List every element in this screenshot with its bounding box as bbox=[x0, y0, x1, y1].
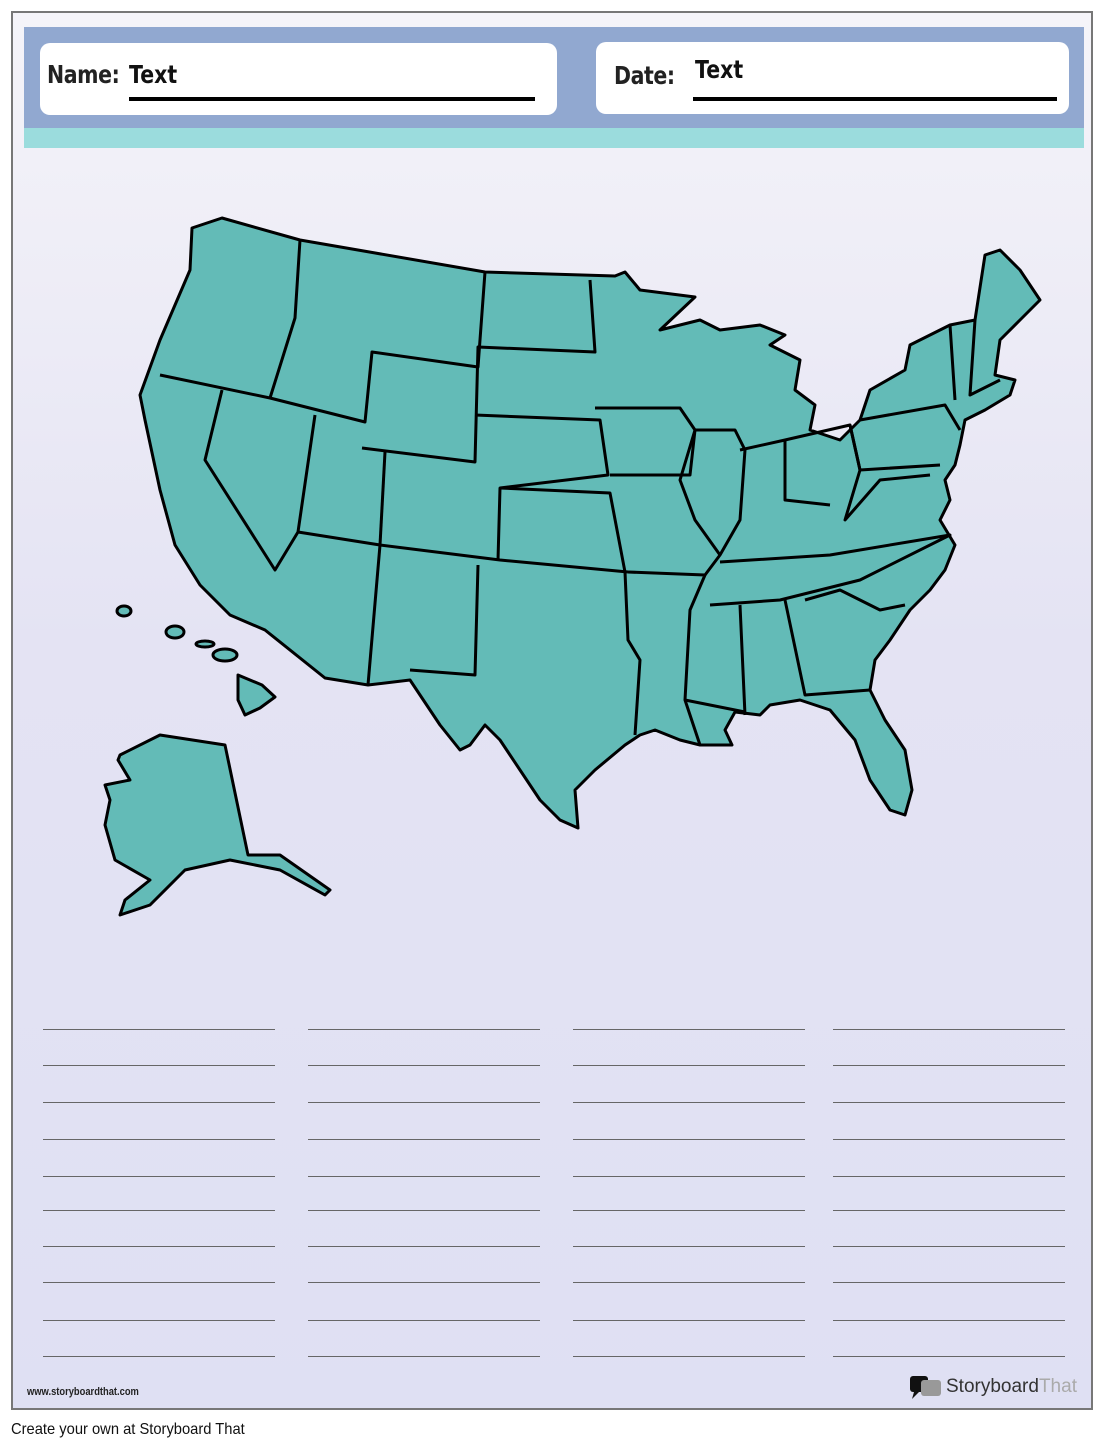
writing-line[interactable] bbox=[833, 1210, 1065, 1211]
hawaii-kauai bbox=[115, 604, 133, 618]
writing-line[interactable] bbox=[573, 1176, 805, 1177]
writing-line[interactable] bbox=[308, 1102, 540, 1103]
writing-line[interactable] bbox=[573, 1356, 805, 1357]
writing-line[interactable] bbox=[573, 1065, 805, 1066]
writing-line[interactable] bbox=[308, 1282, 540, 1283]
writing-line[interactable] bbox=[308, 1065, 540, 1066]
writing-line[interactable] bbox=[833, 1246, 1065, 1247]
hawaii-big-island bbox=[236, 673, 277, 717]
writing-line[interactable] bbox=[833, 1320, 1065, 1321]
logo-suffix: That bbox=[1038, 1376, 1077, 1397]
writing-line[interactable] bbox=[833, 1356, 1065, 1357]
writing-line[interactable] bbox=[833, 1029, 1065, 1030]
writing-line[interactable] bbox=[43, 1176, 275, 1177]
writing-line[interactable] bbox=[43, 1102, 275, 1103]
name-underline bbox=[129, 97, 535, 101]
credit-text[interactable]: Create your own at Storyboard That bbox=[11, 1421, 245, 1438]
contiguous-us bbox=[138, 216, 1042, 830]
writing-line[interactable] bbox=[573, 1246, 805, 1247]
hawaii-molokai bbox=[194, 639, 216, 649]
date-value[interactable]: Text bbox=[695, 55, 744, 84]
writing-line[interactable] bbox=[308, 1139, 540, 1140]
date-box[interactable]: Date: Text bbox=[596, 42, 1069, 114]
state-borders bbox=[159, 239, 1001, 746]
writing-line[interactable] bbox=[833, 1282, 1065, 1283]
writing-line[interactable] bbox=[308, 1029, 540, 1030]
logo-brand: Storyboard bbox=[946, 1376, 1039, 1397]
storyboardthat-logo[interactable]: StoryboardThat bbox=[910, 1374, 1077, 1400]
writing-line[interactable] bbox=[833, 1176, 1065, 1177]
name-label: Name: bbox=[47, 60, 120, 89]
alaska bbox=[103, 733, 332, 917]
writing-line[interactable] bbox=[833, 1065, 1065, 1066]
writing-line[interactable] bbox=[573, 1139, 805, 1140]
writing-line[interactable] bbox=[308, 1246, 540, 1247]
hawaii-oahu bbox=[164, 624, 186, 640]
writing-line[interactable] bbox=[573, 1320, 805, 1321]
writing-line[interactable] bbox=[43, 1356, 275, 1357]
writing-line[interactable] bbox=[43, 1210, 275, 1211]
writing-line[interactable] bbox=[573, 1210, 805, 1211]
date-underline bbox=[693, 97, 1057, 101]
writing-line[interactable] bbox=[43, 1029, 275, 1030]
date-label: Date: bbox=[614, 61, 675, 90]
writing-line[interactable] bbox=[308, 1320, 540, 1321]
writing-line[interactable] bbox=[43, 1320, 275, 1321]
writing-line[interactable] bbox=[833, 1139, 1065, 1140]
footer-url[interactable]: www.storyboardthat.com bbox=[27, 1386, 139, 1398]
writing-line[interactable] bbox=[573, 1282, 805, 1283]
name-value[interactable]: Text bbox=[129, 60, 178, 89]
writing-line[interactable] bbox=[308, 1356, 540, 1357]
name-box[interactable]: Name: Text bbox=[40, 43, 557, 115]
speech-bubbles-icon bbox=[910, 1376, 941, 1399]
writing-line[interactable] bbox=[833, 1102, 1065, 1103]
hawaii-maui bbox=[211, 647, 239, 663]
writing-line[interactable] bbox=[308, 1210, 540, 1211]
writing-line[interactable] bbox=[43, 1246, 275, 1247]
teal-band bbox=[24, 128, 1084, 148]
writing-line[interactable] bbox=[308, 1176, 540, 1177]
writing-line[interactable] bbox=[43, 1065, 275, 1066]
writing-line[interactable] bbox=[573, 1102, 805, 1103]
writing-line[interactable] bbox=[43, 1282, 275, 1283]
writing-line[interactable] bbox=[573, 1029, 805, 1030]
writing-line[interactable] bbox=[43, 1139, 275, 1140]
